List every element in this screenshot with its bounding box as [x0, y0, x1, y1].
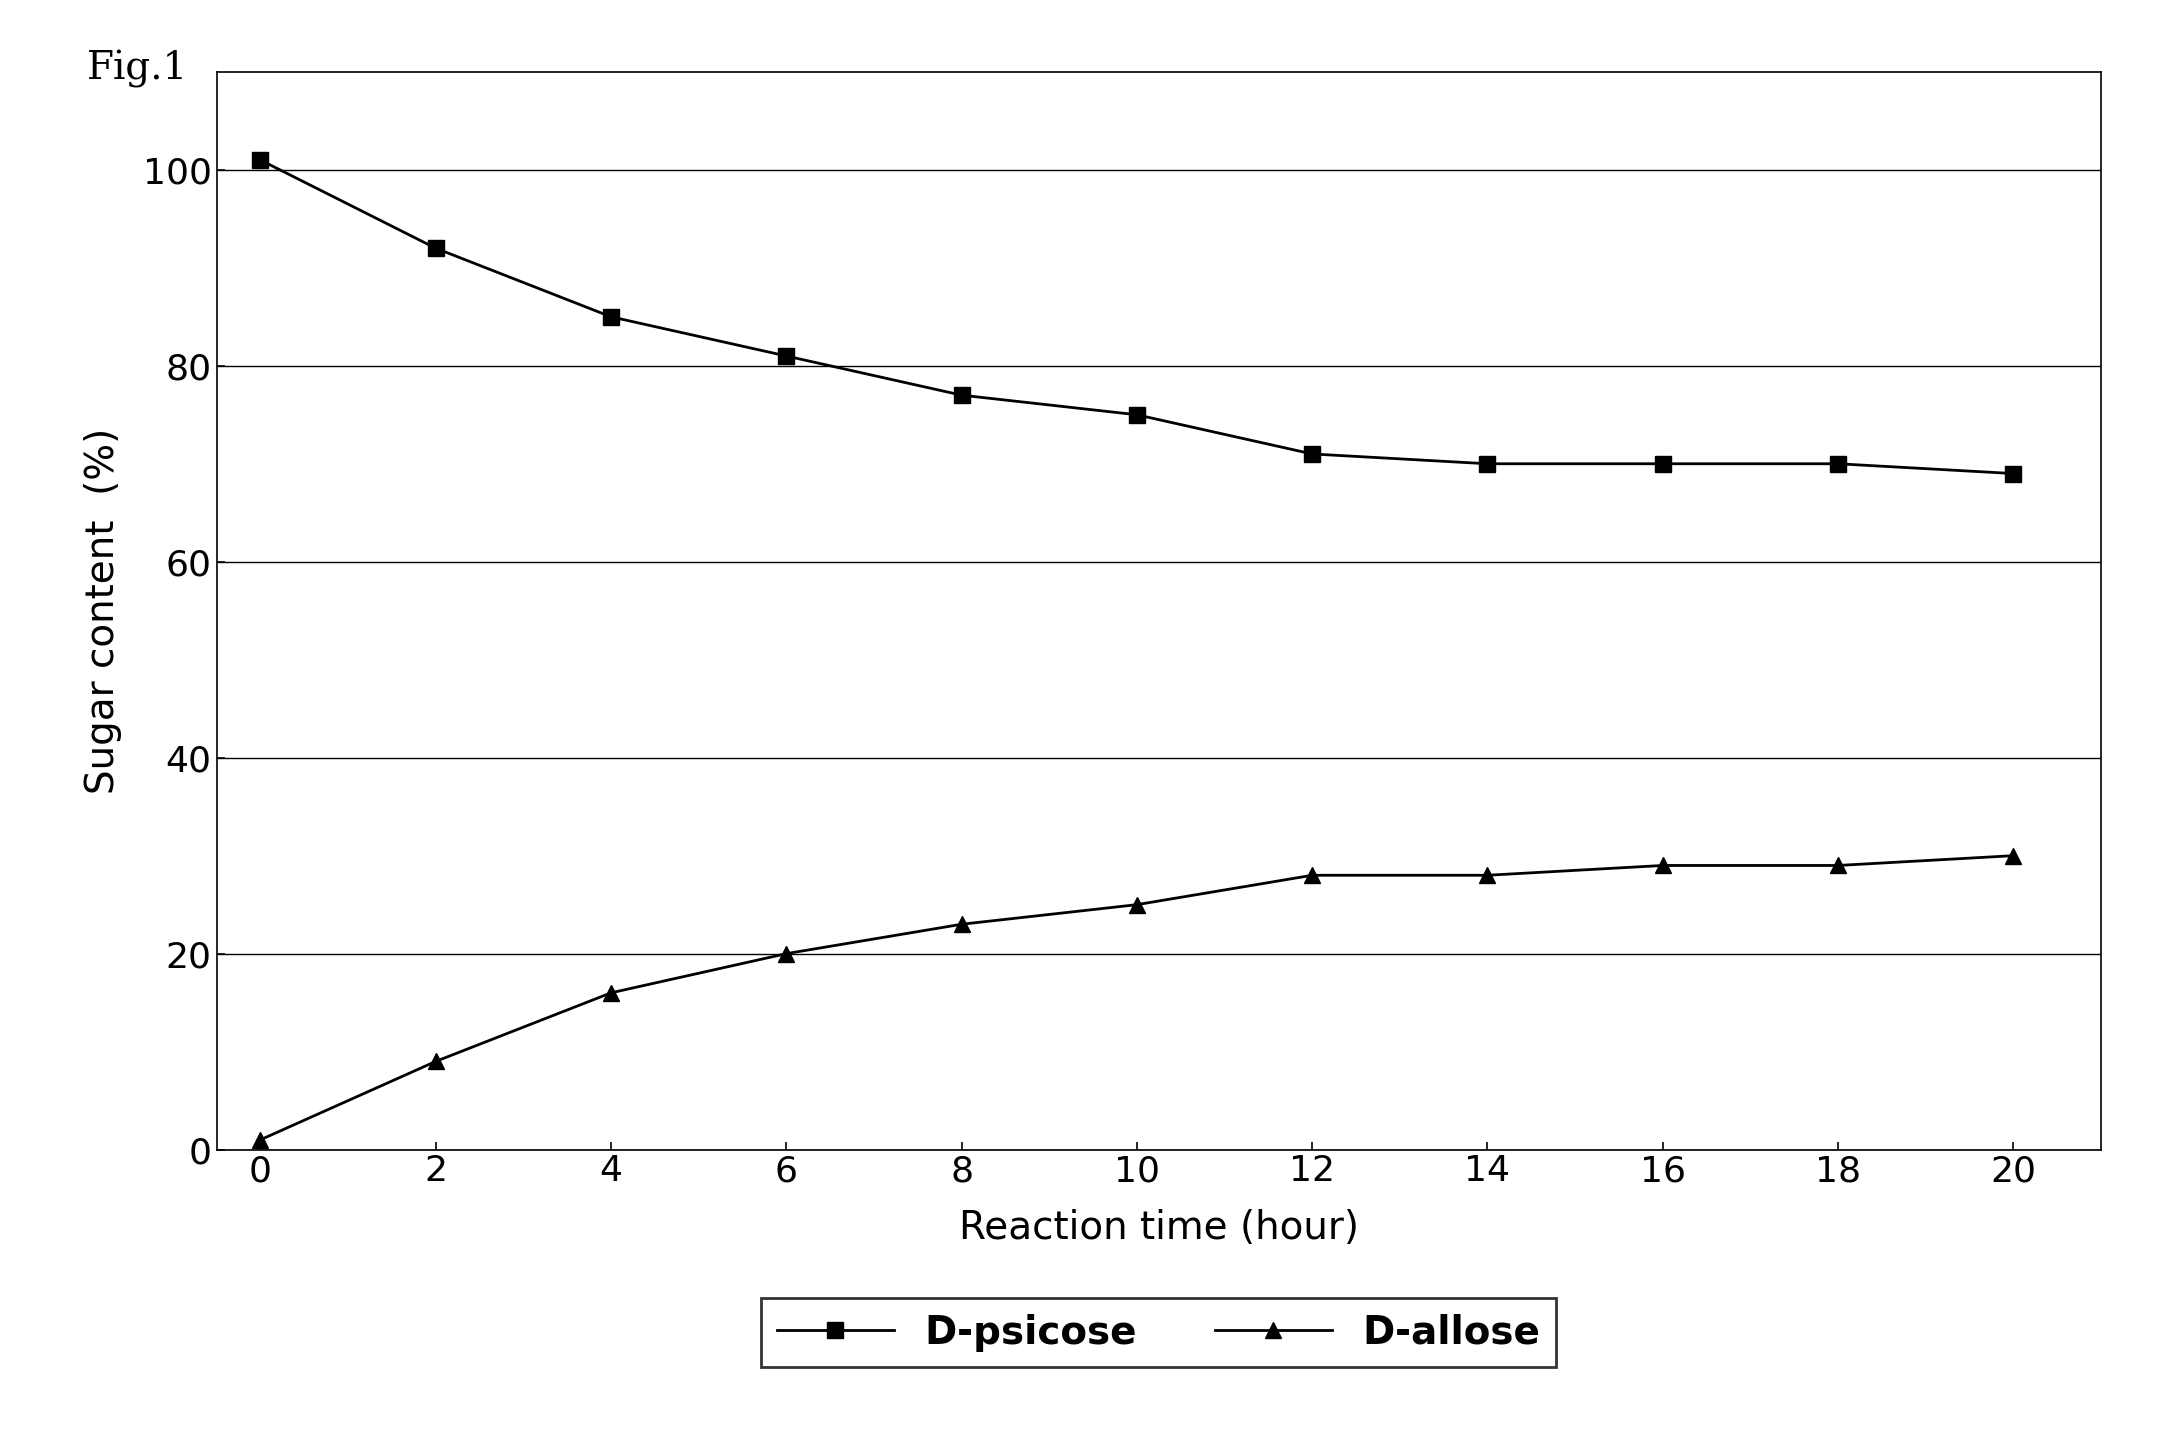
D-psicose — [598, 308, 624, 325]
D-psicose — [949, 387, 975, 404]
D-allose — [247, 1131, 273, 1148]
X-axis label: Reaction time (hour): Reaction time (hour) — [960, 1210, 1358, 1247]
Text: Fig.1: Fig.1 — [87, 50, 188, 88]
D-psicose — [1300, 445, 1326, 463]
Line: D-allose: D-allose — [251, 848, 2021, 1148]
D-allose — [1300, 867, 1326, 884]
D-psicose — [422, 240, 448, 257]
D-allose — [1826, 856, 1852, 874]
D-allose — [2001, 846, 2027, 864]
D-allose — [949, 915, 975, 933]
D-allose — [1650, 856, 1676, 874]
D-psicose — [773, 348, 799, 365]
D-psicose — [1475, 456, 1501, 473]
Legend: D-psicose, D-allose: D-psicose, D-allose — [762, 1298, 1555, 1367]
D-psicose — [1124, 407, 1150, 424]
D-psicose — [1650, 456, 1676, 473]
D-allose — [1475, 867, 1501, 884]
Line: D-psicose: D-psicose — [251, 152, 2021, 481]
D-allose — [598, 984, 624, 1002]
D-allose — [773, 946, 799, 963]
D-psicose — [247, 151, 273, 168]
D-psicose — [2001, 466, 2027, 483]
D-allose — [1124, 897, 1150, 914]
D-psicose — [1826, 456, 1852, 473]
D-allose — [422, 1053, 448, 1071]
Y-axis label: Sugar content  (%): Sugar content (%) — [84, 428, 121, 793]
